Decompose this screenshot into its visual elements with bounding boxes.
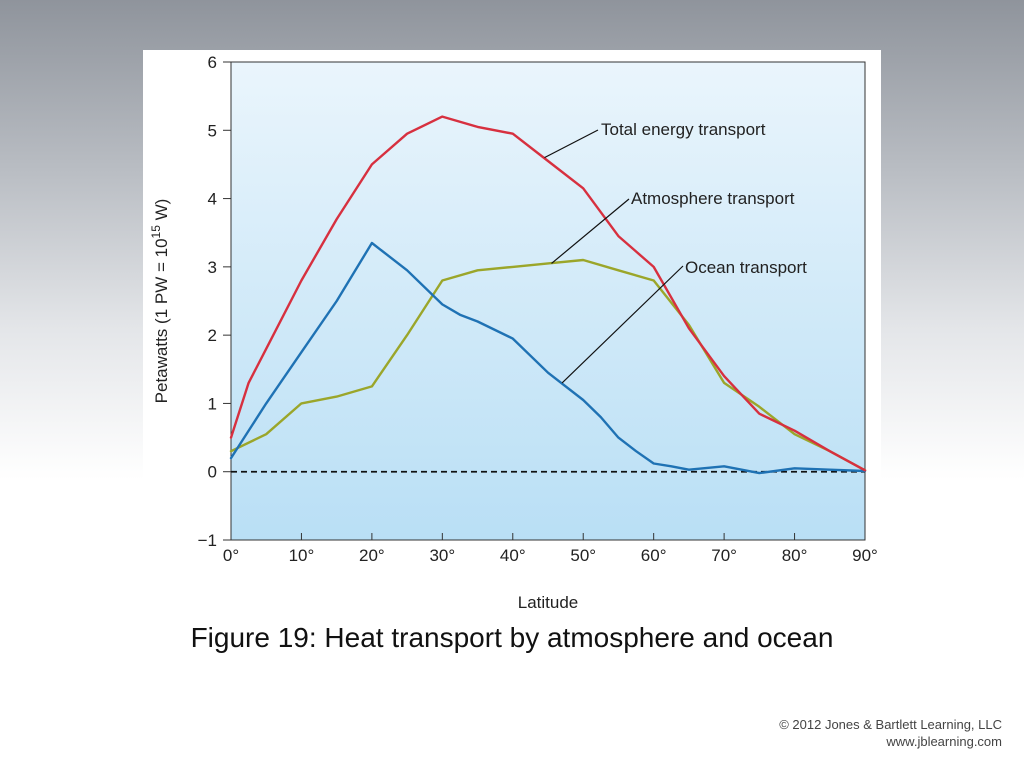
x-tick-label: 30° (429, 546, 455, 565)
y-axis-label-main: Petawatts (1 PW = 10 (152, 238, 171, 403)
x-tick-label: 70° (711, 546, 737, 565)
y-tick-label: 0 (208, 463, 217, 482)
y-tick-label: 4 (208, 190, 217, 209)
x-axis-label: Latitude (518, 593, 579, 612)
ocean-transport-line (229, 241, 867, 475)
figure-caption: Figure 19: Heat transport by atmosphere … (190, 622, 834, 653)
y-tick-label: 6 (208, 53, 217, 72)
figure-panel: 0° 10° 20° 30° 40° 50° 60° 70° 80° 90° −1 0 1 2 3 4 5 6 T… (143, 50, 881, 616)
x-tick-label: 80° (782, 546, 808, 565)
y-axis-label-sup: 15 (149, 225, 163, 239)
ocean-annotation-label: Ocean transport (685, 258, 807, 277)
atmosphere-annotation-label: Atmosphere transport (631, 189, 795, 208)
y-tick-label: −1 (198, 531, 217, 550)
annotations: Total energy transport Atmosphere transpo… (544, 120, 807, 384)
plot-area (230, 61, 866, 541)
x-tick-label: 10° (289, 546, 315, 565)
axes: 0° 10° 20° 30° 40° 50° 60° 70° 80° 90° −1 0 1 2 3 4 5 6 (198, 53, 878, 565)
heat-transport-chart: 0° 10° 20° 30° 40° 50° 60° 70° 80° 90° −1 0 1 2 3 4 5 6 T… (149, 53, 878, 612)
total-transport-line (229, 115, 867, 472)
atmosphere-annotation-leader (551, 198, 630, 264)
copyright-line: © 2012 Jones & Bartlett Learning, LLC (779, 717, 1002, 732)
y-axis-label: Petawatts (1 PW = 1015 W) (149, 199, 171, 404)
x-tick-label: 40° (500, 546, 526, 565)
y-tick-label: 5 (208, 121, 217, 140)
copyright-notice: © 2012 Jones & Bartlett Learning, LLC ww… (779, 716, 1002, 750)
copyright-url: www.jblearning.com (886, 734, 1002, 749)
x-tick-label: 90° (852, 546, 878, 565)
x-tick-label: 0° (223, 546, 239, 565)
total-annotation-leader (544, 129, 599, 159)
x-tick-label: 50° (570, 546, 596, 565)
total-annotation-label: Total energy transport (601, 120, 766, 139)
atmosphere-transport-line (229, 258, 867, 472)
y-axis-label-tail: W) (152, 199, 171, 225)
y-tick-label: 3 (208, 258, 217, 277)
x-tick-label: 20° (359, 546, 385, 565)
x-tick-label: 60° (641, 546, 667, 565)
y-tick-label: 1 (208, 394, 217, 413)
ocean-annotation-leader (561, 265, 684, 384)
series-lines (229, 115, 867, 475)
y-tick-label: 2 (208, 326, 217, 345)
